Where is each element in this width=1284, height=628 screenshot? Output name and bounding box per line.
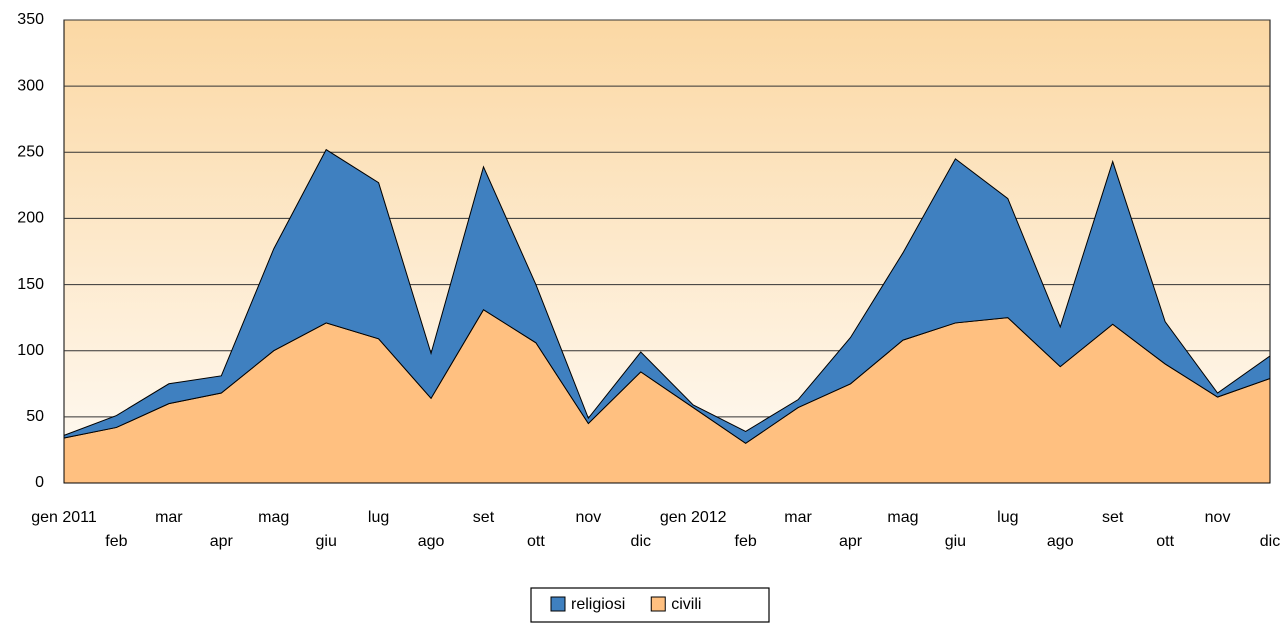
- y-tick-label: 350: [17, 11, 44, 28]
- x-tick-label: mar: [155, 509, 183, 526]
- x-tick-label: ago: [1047, 533, 1074, 550]
- y-tick-label: 150: [17, 276, 44, 293]
- area: [63, 148, 1271, 444]
- x-tick-label: apr: [839, 533, 863, 550]
- x-tick-label: giu: [315, 533, 336, 550]
- x-tick-label: ott: [1156, 533, 1174, 550]
- x-tick-label: lug: [368, 509, 389, 526]
- x-tick-label: gen 2011: [31, 509, 97, 526]
- y-tick-label: 250: [17, 144, 44, 161]
- x-tick-label: mag: [887, 509, 918, 526]
- x-tick-label: feb: [105, 533, 127, 550]
- x-tick-label: lug: [997, 509, 1018, 526]
- x-tick-label: dic: [1260, 533, 1280, 550]
- x-tick-label: mag: [258, 509, 289, 526]
- x-tick-label: nov: [575, 509, 601, 526]
- x-tick-label: set: [1102, 509, 1124, 526]
- y-tick-label: 100: [17, 342, 44, 359]
- x-tick-label: set: [473, 509, 495, 526]
- x-tick-label: ago: [418, 533, 445, 550]
- y-tick-label: 200: [17, 210, 44, 227]
- legend-label: religiosi: [571, 596, 625, 613]
- x-tick-label: apr: [210, 533, 234, 550]
- x-tick-label: dic: [631, 533, 651, 550]
- y-tick-label: 0: [35, 474, 44, 491]
- y-tick-label: 50: [26, 408, 44, 425]
- legend: [530, 587, 770, 623]
- legend-label: civili: [671, 596, 701, 613]
- legend-swatch: [650, 596, 666, 612]
- x-tick-label: gen 2012: [660, 509, 727, 526]
- x-tick-label: giu: [945, 533, 966, 550]
- x-tick-label: nov: [1205, 509, 1231, 526]
- x-tick-label: ott: [527, 533, 545, 550]
- x-tick-label: mar: [784, 509, 812, 526]
- y-tick-label: 300: [17, 77, 44, 94]
- x-tick-label: feb: [735, 533, 757, 550]
- legend-swatch: [550, 596, 566, 612]
